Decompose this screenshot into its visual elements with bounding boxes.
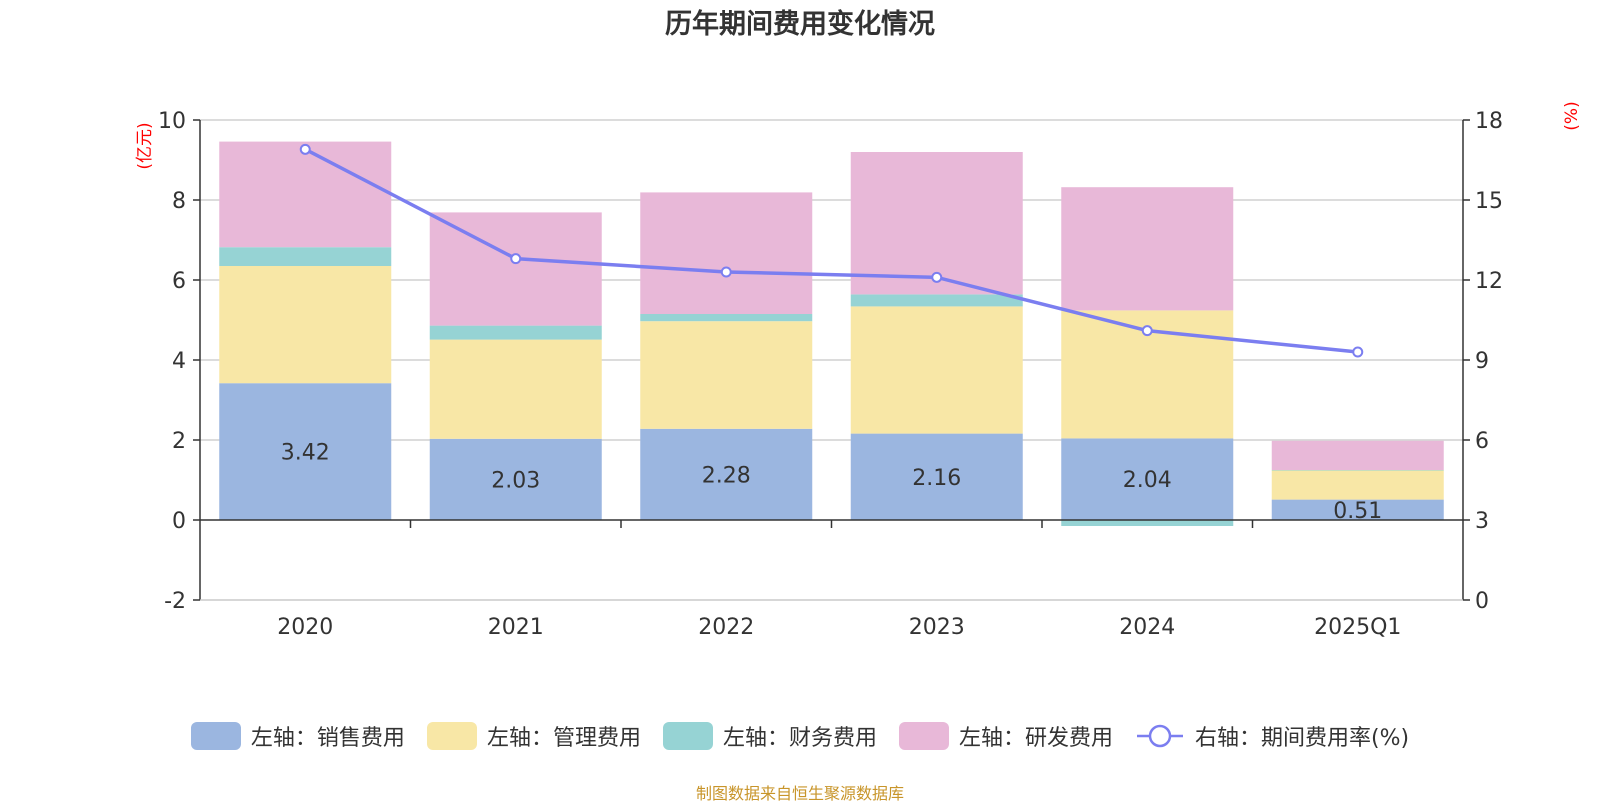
bar-finance	[1271, 470, 1444, 471]
right-tick-label: 15	[1475, 189, 1503, 214]
legend-swatch-admin	[426, 722, 477, 750]
expense-rate-point	[510, 253, 522, 265]
x-tick-label: 2024	[1119, 615, 1175, 640]
left-tick-label: 10	[158, 109, 186, 134]
bar-sales	[1271, 499, 1444, 520]
legend-item-admin[interactable]: 左轴：管理费用	[426, 720, 641, 752]
bar-sales	[429, 438, 602, 520]
legend-item-sales[interactable]: 左轴：销售费用	[190, 720, 405, 752]
left-axis-unit: (亿元)	[135, 122, 155, 169]
x-tick-label: 2023	[909, 615, 965, 640]
legend-label-admin: 左轴：管理费用	[486, 726, 641, 751]
bar-rnd	[640, 192, 813, 314]
bar-admin	[850, 306, 1023, 434]
right-tick-label: 3	[1475, 509, 1489, 534]
bar-sales	[640, 428, 813, 520]
expense-rate-point	[1141, 325, 1153, 337]
left-tick-label: 0	[172, 509, 186, 534]
right-tick-label: 0	[1475, 589, 1489, 614]
left-tick-label: 6	[172, 269, 186, 294]
legend-label-expense-rate: 右轴：期间费用率(%)	[1194, 726, 1410, 751]
expense-rate-point	[299, 143, 311, 155]
data-label: 2.03	[491, 468, 540, 493]
left-tick-label: 8	[172, 189, 186, 214]
left-tick-label: 2	[172, 429, 186, 454]
bar-admin	[1271, 470, 1444, 500]
expense-rate-line	[304, 147, 1358, 354]
right-tick-label: 6	[1475, 429, 1489, 454]
bar-sales	[219, 383, 392, 520]
right-tick-label: 18	[1475, 109, 1503, 134]
expense-rate-point	[1352, 346, 1364, 358]
left-tick-label: -2	[164, 589, 186, 614]
bar-rnd	[850, 152, 1023, 295]
bar-admin	[219, 266, 392, 384]
bar-finance	[1061, 520, 1234, 526]
x-tick-label: 2025Q1	[1314, 615, 1401, 640]
data-label: 2.16	[912, 466, 961, 491]
legend-swatch-rnd	[898, 722, 949, 750]
bar-rnd	[1061, 187, 1234, 311]
bar-finance	[850, 294, 1023, 307]
bar-finance	[429, 325, 602, 340]
legend-swatch-finance	[662, 722, 713, 750]
right-tick-label: 9	[1475, 349, 1489, 374]
bar-rnd	[1271, 440, 1444, 470]
chart-title: 历年期间费用变化情况	[665, 9, 935, 40]
bar-sales	[1061, 438, 1234, 520]
legend-label-sales: 左轴：销售费用	[250, 726, 405, 751]
bar-admin	[640, 321, 813, 429]
source-note: 制图数据来自恒生聚源数据库	[695, 784, 904, 803]
x-tick-label: 2021	[488, 615, 544, 640]
legend-item-rnd[interactable]: 左轴：研发费用	[898, 720, 1113, 752]
bar-rnd	[429, 212, 602, 326]
bar-finance	[219, 247, 392, 266]
legend-swatch-expense-rate	[1136, 724, 1183, 748]
data-label: 2.04	[1123, 468, 1172, 493]
expense-rate-point	[931, 271, 943, 283]
x-tick-label: 2022	[698, 615, 754, 640]
legend-label-finance: 左轴：财务费用	[722, 726, 877, 751]
bar-admin	[429, 339, 602, 439]
bar-sales	[850, 433, 1023, 520]
legend-item-finance[interactable]: 左轴：财务费用	[662, 720, 877, 752]
chart-area: 3.422.03 2.28 2.16 2.040.51-202468100369121…	[135, 101, 1582, 640]
legend-swatch-sales	[190, 722, 241, 750]
right-axis-unit: (%)	[1562, 101, 1582, 130]
data-label: 3.42	[281, 441, 330, 466]
left-tick-label: 4	[172, 349, 186, 374]
legend-label-rnd: 左轴：研发费用	[958, 726, 1113, 751]
x-tick-label: 2020	[277, 615, 333, 640]
right-tick-label: 12	[1475, 269, 1503, 294]
bar-rnd	[219, 141, 392, 248]
bar-finance	[640, 314, 813, 322]
legend: 左轴：销售费用 左轴：管理费用 左轴：财务费用 左轴：研发费用 右轴：期间费用率…	[0, 720, 1600, 752]
expense-rate-point	[720, 266, 732, 278]
data-label: 2.28	[702, 463, 751, 488]
legend-item-expense-rate[interactable]: 右轴：期间费用率(%)	[1135, 720, 1409, 752]
